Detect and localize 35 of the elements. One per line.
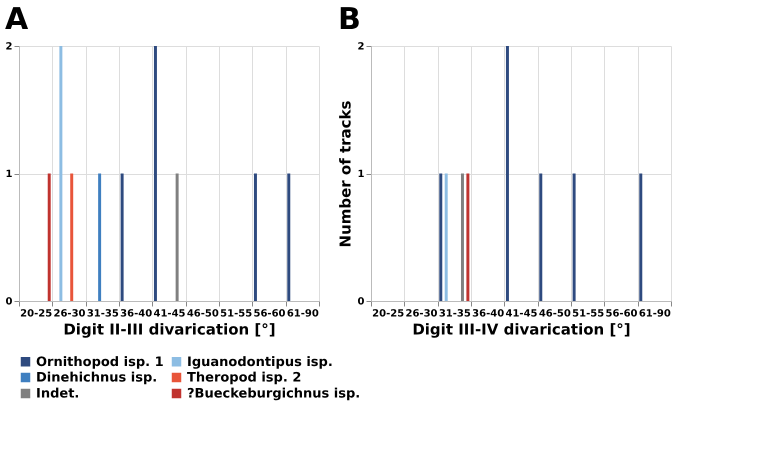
y-tick-label: 0 bbox=[358, 296, 365, 308]
x-tick-label: 20-25 bbox=[20, 308, 52, 320]
y-tick-label: 1 bbox=[6, 169, 13, 180]
x-tick-label: 20-25 bbox=[372, 308, 404, 320]
y-tick-label: 0 bbox=[6, 296, 13, 308]
x-tick-label: 56-60 bbox=[606, 308, 638, 320]
x-tick-label: 36-40 bbox=[120, 308, 152, 320]
x-tick-label: 41-45 bbox=[154, 308, 186, 320]
x-tick-label: 41-45 bbox=[506, 308, 538, 320]
x-tick-label: 31-35 bbox=[86, 308, 119, 320]
chart-title: A bbox=[5, 2, 30, 37]
y-axis-title: Number of tracks bbox=[336, 100, 355, 248]
y-tick-label: 1 bbox=[358, 169, 365, 180]
chart-title: B bbox=[338, 2, 361, 37]
y-tick-label: 2 bbox=[358, 42, 365, 52]
x-tick-label: 61-90 bbox=[286, 308, 319, 320]
legend-label: Ornithopod isp. 1 bbox=[36, 354, 164, 370]
x-axis-title: Digit III-IV divarication [°] bbox=[412, 320, 631, 338]
legend-label: Indet. bbox=[36, 386, 80, 402]
x-tick-label: 56-60 bbox=[254, 308, 286, 320]
legend-label: Iguanodontipus isp. bbox=[187, 354, 333, 370]
x-tick-label: 36-40 bbox=[472, 308, 504, 320]
x-tick-label: 26-30 bbox=[406, 308, 438, 320]
legend-label: Theropod isp. 2 bbox=[187, 370, 302, 386]
y-tick-label: 2 bbox=[6, 42, 13, 52]
x-tick-label: 61-90 bbox=[638, 308, 671, 320]
legend-label: Dinehichnus isp. bbox=[36, 370, 158, 386]
x-axis-title: Digit II-III divarication [°] bbox=[63, 320, 276, 338]
x-tick-label: 51-55 bbox=[220, 308, 252, 320]
x-tick-label: 31-35 bbox=[438, 308, 471, 320]
legend-label: ?Bueckeburgichnus isp. bbox=[187, 386, 360, 402]
x-tick-label: 46-50 bbox=[186, 308, 219, 320]
x-tick-label: 51-55 bbox=[572, 308, 604, 320]
x-tick-label: 26-30 bbox=[54, 308, 86, 320]
x-tick-label: 46-50 bbox=[538, 308, 571, 320]
